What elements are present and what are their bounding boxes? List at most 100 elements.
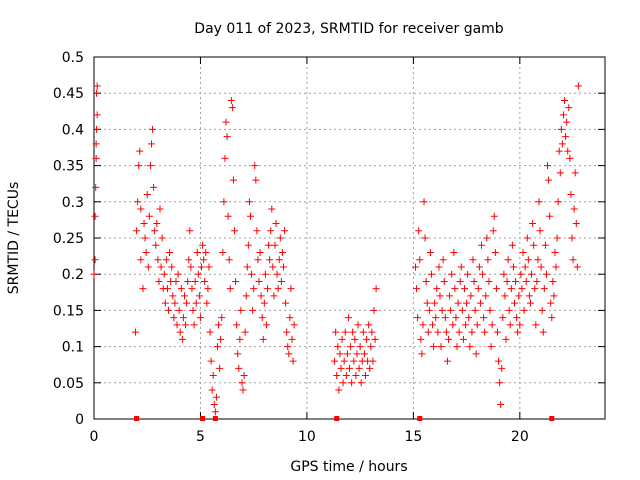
- data-point: [290, 321, 298, 329]
- data-point: [254, 256, 262, 264]
- data-point: [218, 314, 226, 322]
- data-point: [334, 343, 342, 351]
- data-point: [92, 183, 100, 191]
- plot-border: [93, 56, 606, 420]
- x-tick-label: 0: [90, 429, 99, 445]
- data-point: [150, 183, 158, 191]
- data-point: [573, 263, 581, 271]
- chart-title: Day 011 of 2023, SRMTID for receiver gam…: [194, 21, 504, 37]
- data-point: [501, 292, 509, 300]
- data-point: [143, 191, 151, 199]
- data-point: [246, 212, 254, 220]
- data-point: [549, 277, 557, 285]
- data-point: [93, 89, 101, 97]
- y-tick-label: 0.2: [62, 267, 84, 283]
- data-point: [170, 314, 178, 322]
- data-point: [488, 321, 496, 329]
- data-point: [469, 256, 477, 264]
- data-point: [177, 285, 185, 293]
- data-point: [512, 277, 520, 285]
- data-point: [281, 227, 289, 235]
- data-point: [568, 234, 576, 242]
- data-point: [241, 328, 249, 336]
- data-point: [484, 256, 492, 264]
- data-point: [284, 343, 292, 351]
- data-point: [485, 277, 493, 285]
- data-point: [134, 198, 142, 206]
- zero-marker: [334, 416, 340, 421]
- data-point: [149, 125, 157, 133]
- data-point: [341, 328, 349, 336]
- data-point: [503, 277, 511, 285]
- data-point: [154, 256, 162, 264]
- data-point: [470, 277, 478, 285]
- data-point: [498, 364, 506, 372]
- data-point: [193, 248, 201, 256]
- data-point: [514, 328, 522, 336]
- data-point: [349, 328, 357, 336]
- data-point: [173, 321, 181, 329]
- data-point: [524, 256, 532, 264]
- data-point: [183, 299, 191, 307]
- data-point: [216, 364, 224, 372]
- data-point: [163, 285, 171, 293]
- data-point: [547, 299, 555, 307]
- data-point: [235, 364, 243, 372]
- data-point: [478, 241, 486, 249]
- data-point: [336, 350, 344, 358]
- data-point: [502, 335, 510, 343]
- data-point: [515, 292, 523, 300]
- y-tick-label: 0.05: [53, 376, 84, 392]
- data-point: [561, 96, 569, 104]
- data-point: [229, 176, 237, 184]
- data-point: [279, 263, 287, 271]
- data-point: [285, 350, 293, 358]
- data-point: [357, 379, 365, 387]
- data-point: [500, 270, 508, 278]
- y-tick-label: 0.5: [62, 50, 84, 66]
- data-point: [352, 372, 360, 380]
- data-point: [556, 169, 564, 177]
- data-point: [166, 248, 174, 256]
- data-point: [286, 314, 294, 322]
- zero-markers: [134, 416, 555, 421]
- data-point: [495, 357, 503, 365]
- y-axis-label: SRMTID / TECUs: [6, 182, 22, 295]
- zero-marker: [134, 416, 140, 421]
- data-point: [272, 220, 280, 228]
- data-point: [244, 241, 252, 249]
- data-point: [238, 379, 246, 387]
- data-point: [274, 285, 282, 293]
- data-point: [245, 198, 253, 206]
- data-point: [455, 328, 463, 336]
- data-point: [521, 263, 529, 271]
- data-point: [250, 285, 258, 293]
- data-point: [361, 372, 369, 380]
- data-point: [268, 205, 276, 213]
- data-point: [559, 111, 567, 119]
- data-point: [165, 306, 173, 314]
- y-tick-label: 0.4: [62, 122, 84, 138]
- data-point: [445, 335, 453, 343]
- data-point: [476, 299, 484, 307]
- data-point: [251, 162, 259, 170]
- data-point: [490, 212, 498, 220]
- y-tick-labels: 0 0.05 0.1 0.15 0.2 0.25 0.3 0.35 0.4 0.45 0.5: [53, 50, 84, 428]
- data-point: [236, 335, 244, 343]
- data-point: [427, 270, 435, 278]
- data-point: [224, 212, 232, 220]
- data-point: [249, 306, 257, 314]
- data-point: [227, 96, 235, 104]
- data-point: [436, 292, 444, 300]
- zero-marker: [212, 416, 218, 421]
- data-point: [459, 335, 467, 343]
- data-point: [157, 263, 165, 271]
- data-point: [232, 277, 240, 285]
- data-point: [366, 364, 374, 372]
- data-point: [530, 241, 538, 249]
- data-point: [572, 220, 580, 228]
- data-point: [418, 350, 426, 358]
- data-point: [438, 306, 446, 314]
- data-point: [355, 364, 363, 372]
- data-point: [200, 256, 208, 264]
